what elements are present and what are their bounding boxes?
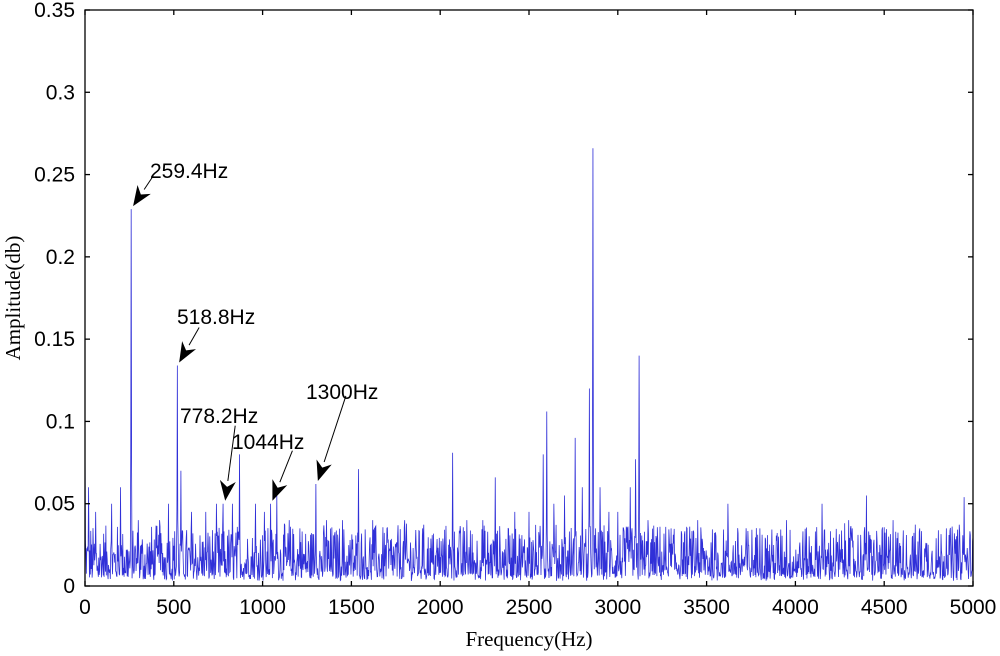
x-tick-label: 3000 — [594, 596, 641, 619]
y-tick-labels: 0 0.05 0.1 0.15 0.2 0.25 0.3 0.35 — [34, 0, 75, 598]
x-tick-label: 4500 — [861, 596, 908, 619]
y-axis-title: Amplitude(db) — [1, 236, 25, 361]
x-tick-label: 3500 — [683, 596, 730, 619]
annotation-arrow-shaft — [323, 395, 347, 463]
annotation-arrow-head — [133, 185, 151, 207]
annotation-arrow-shaft — [227, 425, 236, 481]
annotation-label: 259.4Hz — [150, 160, 228, 183]
x-axis-title: Frequency(Hz) — [465, 627, 592, 651]
x-tick-labels: 0 500 1000 1500 2000 2500 3000 3500 4000 4500 5000 — [79, 596, 996, 619]
annotation-arrow-shaft — [143, 175, 154, 190]
plot-background — [85, 10, 973, 586]
annotation-arrow-head — [179, 341, 197, 363]
axis-ticks — [84, 9, 974, 587]
annotation-arrow-head — [272, 479, 288, 501]
annotation-arrow-head — [219, 479, 236, 501]
y-tick-label: 0.35 — [34, 0, 75, 22]
y-tick-label: 0.25 — [34, 164, 75, 187]
x-tick-label: 1000 — [239, 596, 286, 619]
x-tick-label: 2500 — [506, 596, 553, 619]
annotation-arrow-shaft — [279, 450, 293, 483]
y-tick-label: 0.15 — [34, 328, 75, 351]
y-tick-label: 0.3 — [46, 81, 75, 104]
x-tick-label: 2000 — [417, 596, 464, 619]
annotation-label: 1300Hz — [306, 381, 378, 404]
y-tick-label: 0.05 — [34, 493, 75, 516]
y-tick-label: 0.1 — [46, 410, 75, 433]
x-tick-label: 5000 — [950, 596, 997, 619]
x-tick-label: 1500 — [328, 596, 375, 619]
annotation-arrow-shaft — [188, 327, 200, 346]
annotation-label: 778.2Hz — [180, 405, 258, 428]
peak-annotations: 259.4Hz 518.8Hz 778.2Hz 1044Hz 1300Hz — [133, 160, 378, 501]
y-tick-label: 0 — [63, 575, 75, 598]
spectrum-series-line — [85, 148, 973, 582]
x-tick-label: 4000 — [772, 596, 819, 619]
annotation-label: 1044Hz — [232, 431, 304, 454]
annotation-arrow-head — [316, 459, 332, 481]
y-tick-label: 0.2 — [46, 246, 75, 269]
x-tick-label: 500 — [156, 596, 191, 619]
spectrum-line-group — [85, 148, 973, 582]
annotation-label: 518.8Hz — [177, 306, 255, 329]
x-tick-label: 0 — [79, 596, 91, 619]
